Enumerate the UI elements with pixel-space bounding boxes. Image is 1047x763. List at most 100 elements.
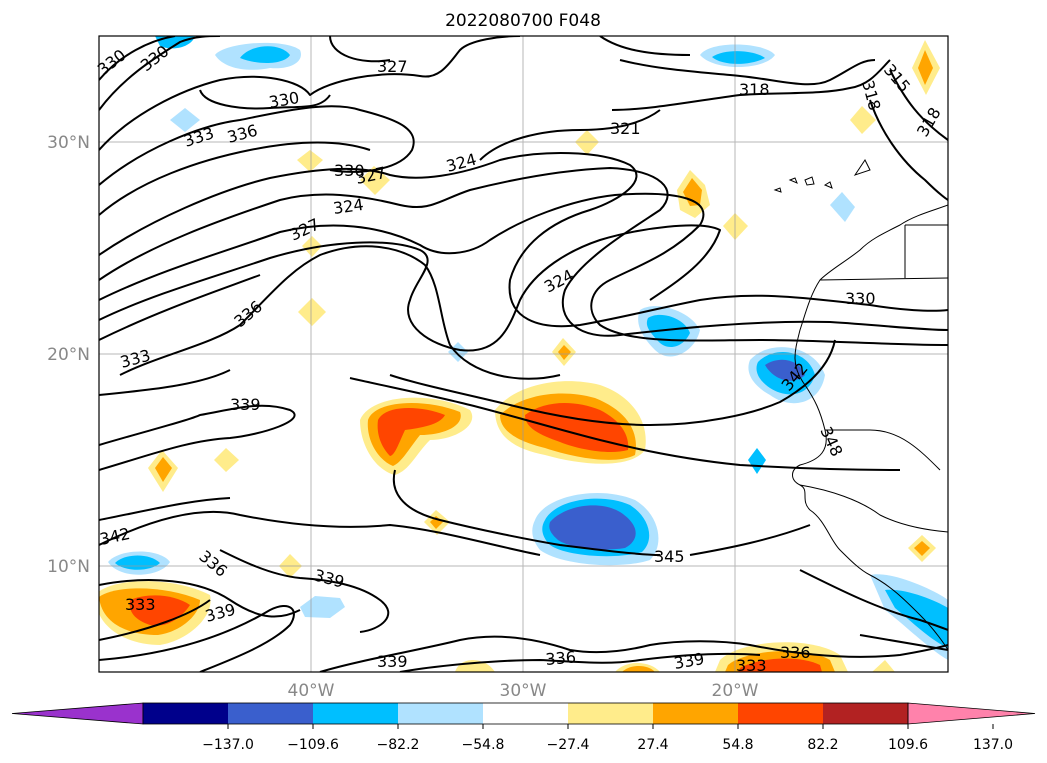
gridlines	[99, 36, 948, 672]
chart-title: 2022080700 F048	[445, 11, 601, 31]
contour-line	[479, 109, 661, 161]
shading-negative	[170, 108, 200, 132]
contour-line	[611, 59, 891, 111]
lat-label: 20°N	[47, 345, 90, 365]
coastline-island	[823, 181, 833, 189]
shading-positive	[155, 457, 172, 482]
colorbar-tick-label: 27.4	[637, 737, 668, 753]
colorbar: −137.0 −109.6 −82.2 −54.8 −27.4 27.4 54.8 82.2 1…	[11, 702, 1036, 753]
contour-line	[99, 36, 521, 151]
shading-positive	[738, 658, 822, 672]
colorbar-segment	[738, 703, 823, 724]
contour-label: 324	[332, 195, 365, 218]
shading-negative	[549, 505, 636, 550]
contour-line	[99, 105, 415, 186]
map-panel	[98, 35, 949, 673]
colorbar-ticks: −137.0 −109.6 −82.2 −54.8 −27.4 27.4 54.8 82.2 1…	[202, 724, 1013, 753]
shading-positive	[302, 236, 322, 257]
lon-label: 40°W	[288, 681, 335, 701]
colorbar-segment	[653, 703, 738, 724]
colorbar-extend-low	[11, 702, 144, 725]
contour-line	[199, 89, 331, 110]
coastline-island	[773, 187, 782, 193]
contour-label: 339	[230, 395, 261, 414]
contour-line	[99, 579, 301, 618]
colorbar-tick-label: 109.6	[888, 737, 928, 753]
contour-line	[599, 36, 691, 56]
shading-positive	[558, 345, 571, 360]
contour-line	[99, 497, 231, 521]
colorbar-tick-label: 137.0	[973, 737, 1013, 753]
colorbar-segment	[568, 703, 653, 724]
colorbar-extend-high	[907, 702, 1036, 725]
contour-line	[889, 69, 948, 141]
lon-label: 30°W	[500, 681, 547, 701]
contour-label: 336	[780, 643, 811, 662]
colorbar-tick-label: −27.4	[547, 737, 590, 753]
shading-negative	[748, 448, 766, 474]
colorbar-tick-label: 82.2	[807, 737, 838, 753]
contour-label: 339	[377, 652, 408, 671]
coastline-border	[799, 484, 948, 533]
colorbar-segment	[228, 703, 313, 724]
coastline	[773, 159, 948, 651]
colorbar-tick-label: −82.2	[377, 737, 420, 753]
contour-line	[219, 549, 390, 633]
coastline-border	[825, 429, 941, 471]
lat-label: 10°N	[47, 557, 90, 577]
lat-label: 30°N	[47, 133, 90, 153]
contour-line	[99, 152, 948, 328]
contour-line	[99, 141, 371, 216]
contour-line	[99, 510, 541, 556]
contour-line	[689, 524, 811, 556]
shading-negative	[765, 359, 805, 381]
contour-line	[319, 635, 948, 672]
contour-label: 345	[654, 547, 685, 566]
contour-line	[99, 167, 948, 337]
contour-line	[99, 599, 211, 641]
shading-positive	[377, 408, 445, 456]
contour-line	[99, 605, 295, 672]
contour-label: 318	[739, 80, 770, 99]
colorbar-segments	[11, 702, 1036, 725]
colorbar-segment	[398, 703, 483, 724]
lat-labels: 30°N 20°N 10°N	[47, 133, 90, 577]
coastline-island	[788, 177, 798, 184]
contour-lines	[99, 36, 948, 672]
contour-label: 327	[377, 57, 408, 76]
colorbar-tick-label: −109.6	[287, 737, 339, 753]
contour-line	[869, 99, 948, 201]
colorbar-tick-label: 54.8	[722, 737, 753, 753]
map-frame	[98, 35, 949, 673]
contour-line	[99, 404, 296, 471]
contour-line	[99, 192, 948, 346]
shading-positive	[360, 166, 390, 195]
shading-positive	[298, 298, 326, 326]
contour-line	[389, 339, 836, 426]
contour-label: 333	[125, 595, 156, 614]
contour-line	[399, 652, 761, 672]
contour-line	[619, 59, 876, 86]
lon-label: 20°W	[712, 681, 759, 701]
colorbar-segment	[143, 703, 228, 724]
contour-label: 330	[334, 161, 365, 180]
lon-labels: 40°W 30°W 20°W	[288, 681, 759, 701]
shading-positive	[297, 150, 323, 172]
colorbar-segment	[313, 703, 398, 724]
shading-positive	[872, 660, 895, 672]
shading-negative	[240, 46, 290, 64]
colorbar-segment	[483, 703, 568, 724]
contour-line	[119, 245, 561, 380]
shading-positive	[850, 106, 876, 134]
contour-line	[99, 36, 176, 81]
contour-line	[799, 569, 948, 631]
shading-positive	[622, 666, 655, 672]
contour-line	[99, 224, 721, 352]
coastline-border	[819, 277, 948, 281]
colorbar-segment	[823, 703, 908, 724]
contour-line	[99, 369, 231, 396]
contour-label: 330	[845, 289, 876, 308]
contour-label: 336	[545, 647, 577, 669]
coastline-island	[804, 176, 815, 186]
